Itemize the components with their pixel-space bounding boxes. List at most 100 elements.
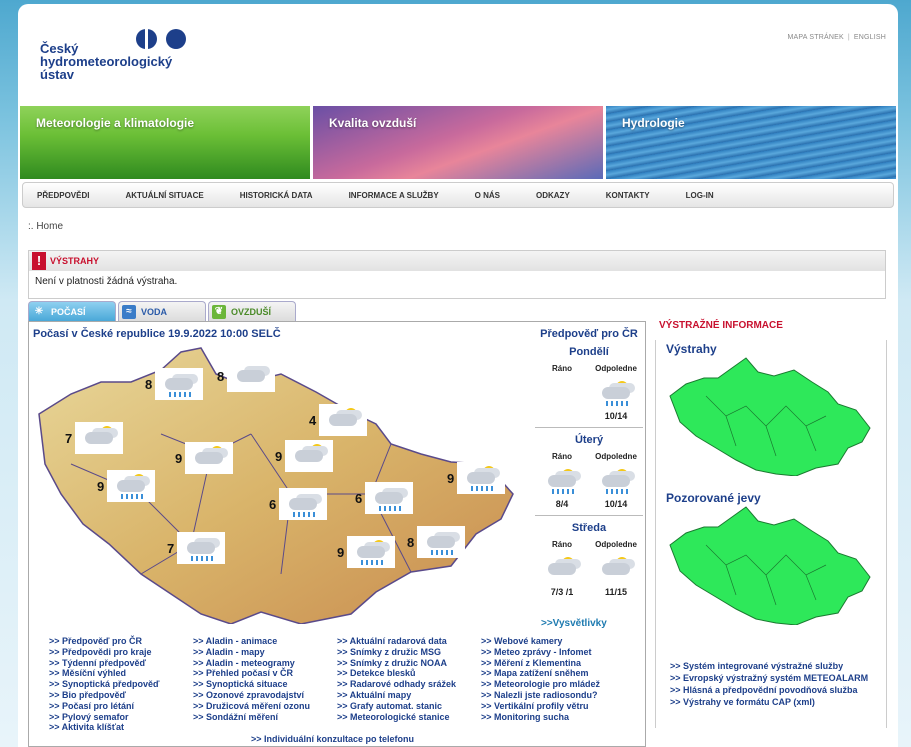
divider xyxy=(535,427,643,428)
map-city[interactable]: 7 xyxy=(65,422,124,454)
forecast-temp: 10/14 xyxy=(604,411,628,421)
banner-meteorologie[interactable]: Meteorologie a klimatologie xyxy=(20,106,310,179)
nav-item-historicka-data[interactable]: HISTORICKÁ DATA xyxy=(239,190,313,200)
forecast-afternoon[interactable]: Odpoledne 10/14 xyxy=(593,364,639,421)
link-item[interactable]: >> Snímky z družic NOAA xyxy=(337,657,448,668)
nav-item-o-nas[interactable]: O NÁS xyxy=(474,190,500,200)
nav-item-odkazy[interactable]: ODKAZY xyxy=(536,190,570,200)
forecast-col-label: Ráno xyxy=(552,452,572,461)
link-item[interactable]: >> Bio předpověď xyxy=(49,689,126,700)
link-item[interactable]: >> Předpovědi pro kraje xyxy=(49,646,152,657)
link-item[interactable]: >> Vertikální profily větru xyxy=(481,700,589,711)
map-city[interactable]: 9 xyxy=(275,440,334,472)
nav-item-predpovedi[interactable]: PŘEDPOVĚDI xyxy=(37,190,90,200)
nav-item-kontakty[interactable]: KONTAKTY xyxy=(605,190,650,200)
link-item[interactable]: >> Meteorologické stanice xyxy=(337,711,450,722)
link-item[interactable]: >> Aktuální mapy xyxy=(337,689,412,700)
english-link[interactable]: ENGLISH xyxy=(853,34,886,41)
tab-pocasi[interactable]: ✳ POČASÍ xyxy=(28,301,116,321)
forecast-morning: Ráno xyxy=(539,364,585,421)
link-item[interactable]: >> Družicová měření ozonu xyxy=(193,700,311,711)
sun-cloud-icon xyxy=(598,553,634,583)
cloud-rain-icon xyxy=(279,488,328,520)
forecast-afternoon[interactable]: Odpoledne 10/14 xyxy=(593,452,639,509)
link-item[interactable]: >> Meteorologie pro mládež xyxy=(481,679,601,690)
link-item[interactable]: >> Evropský výstražný systém METEOALARM xyxy=(670,673,869,683)
warnings-map[interactable] xyxy=(666,356,886,479)
forecast-afternoon[interactable]: Odpoledne 11/15 xyxy=(593,540,639,597)
forecast-col-label: Odpoledne xyxy=(595,364,637,373)
sun-cloud-rain-icon xyxy=(544,465,580,495)
link-item[interactable]: >> Radarové odhady srážek xyxy=(337,679,457,690)
map-city[interactable]: 8 xyxy=(145,368,204,400)
map-city[interactable]: 9 xyxy=(447,462,506,494)
map-city[interactable]: 6 xyxy=(269,488,328,520)
link-item[interactable]: >> Měření z Klementina xyxy=(481,657,582,668)
link-item[interactable]: >> Aladin - animace xyxy=(193,636,278,646)
city-temp: 6 xyxy=(269,496,277,512)
link-item[interactable]: >> Pylový semafor xyxy=(49,711,129,722)
link-item[interactable]: >> Aladin - mapy xyxy=(193,646,265,657)
forecast-morning[interactable]: Ráno 8/4 xyxy=(539,452,585,509)
link-item[interactable]: >> Nalezli jste radiosondu? xyxy=(481,689,598,700)
legend-link[interactable]: >>Vysvětlivky xyxy=(541,618,607,629)
tab-voda[interactable]: ≈ VODA xyxy=(118,301,206,321)
link-item[interactable]: >> Ozonové zpravodajství xyxy=(193,689,305,700)
link-item[interactable]: >> Meteo zprávy - Infomet xyxy=(481,646,592,657)
warnings-text: Není v platnosti žádná výstraha. xyxy=(35,276,178,287)
link-item[interactable]: >> Synoptická situace xyxy=(193,679,288,690)
link-item[interactable]: >> Hlásná a předpovědní povodňová služba xyxy=(670,685,858,695)
forecast-day: Ráno 7/3 /1 Odpoledne 11/15 xyxy=(535,540,643,597)
map-city[interactable]: 9 xyxy=(97,470,156,502)
city-temp: 8 xyxy=(407,534,415,550)
link-item[interactable]: >> Synoptická předpověď xyxy=(49,679,160,690)
city-temp: 7 xyxy=(65,430,73,446)
link-item[interactable]: >> Předpověď pro ČR xyxy=(49,636,142,646)
link-item[interactable]: >> Snímky z družic MSG xyxy=(337,646,442,657)
link-item[interactable]: >> Počasí pro létání xyxy=(49,700,135,711)
map-city[interactable]: 9 xyxy=(175,442,234,474)
sitemap-link[interactable]: MAPA STRÁNEK xyxy=(787,34,844,41)
link-item[interactable]: >> Sondážní měření xyxy=(193,711,279,722)
link-item[interactable]: >> Aktivita klíšťat xyxy=(49,722,125,733)
link-item[interactable]: >> Týdenní předpověď xyxy=(49,657,146,668)
cloud-rain-icon xyxy=(417,526,466,558)
link-item[interactable]: >> Aladin - meteogramy xyxy=(193,657,295,668)
czech-weather-map[interactable]: 8 8 4 7 9 9 9 9 6 6 7 9 8 xyxy=(31,344,531,625)
nav-item-log-in[interactable]: LOG-IN xyxy=(685,190,714,200)
link-item[interactable]: >> Grafy automat. stanic xyxy=(337,700,443,711)
link-item[interactable]: >> Výstrahy ve formátu CAP (xml) xyxy=(670,697,815,707)
sun-cloud-rain-icon xyxy=(598,377,634,407)
nav-item-informace-a-sluzby[interactable]: INFORMACE A SLUŽBY xyxy=(348,190,439,200)
map-city[interactable]: 9 xyxy=(337,536,396,568)
link-item[interactable]: >> Systém integrované výstražné služby xyxy=(670,661,844,671)
main-nav: PŘEDPOVĚDI AKTUÁLNÍ SITUACE HISTORICKÁ D… xyxy=(22,182,894,208)
map-city[interactable]: 8 xyxy=(217,360,276,392)
sun-cloud-icon xyxy=(319,404,368,436)
link-item[interactable]: >> Přehled počasí v ČR xyxy=(193,668,294,679)
chmi-logo[interactable]: Český hydrometeorologický ústav xyxy=(40,28,200,88)
section-banners: Meteorologie a klimatologie Kvalita ovzd… xyxy=(20,106,896,179)
nav-item-aktualni-situace[interactable]: AKTUÁLNÍ SITUACE xyxy=(125,190,204,200)
banner-kvalita-ovzdusi[interactable]: Kvalita ovzduší xyxy=(313,106,603,179)
link-item[interactable]: >> Monitoring sucha xyxy=(481,711,570,722)
link-item[interactable]: >> Mapa zatížení sněhem xyxy=(481,668,589,679)
link-item[interactable]: >> Detekce blesků xyxy=(337,668,416,679)
map-city[interactable]: 4 xyxy=(309,404,368,436)
banner-hydrologie[interactable]: Hydrologie xyxy=(606,106,896,179)
consultation-link[interactable]: >> Individuální konzultace po telefonu xyxy=(251,734,415,744)
map-city[interactable]: 8 xyxy=(407,526,466,558)
cloud-icon xyxy=(227,360,276,392)
link-item[interactable]: >> Měsíční výhled xyxy=(49,668,127,679)
logo-text: Český hydrometeorologický ústav xyxy=(40,41,173,82)
breadcrumb[interactable]: :. Home xyxy=(28,221,64,232)
link-item[interactable]: >> Aktuální radarová data xyxy=(337,636,447,646)
cloud-rain-icon xyxy=(177,532,226,564)
forecast-morning[interactable]: Ráno 7/3 /1 xyxy=(539,540,585,597)
observed-map[interactable] xyxy=(666,505,886,628)
link-item[interactable]: >> Webové kamery xyxy=(481,636,563,646)
map-city[interactable]: 6 xyxy=(355,482,414,514)
map-city[interactable]: 7 xyxy=(167,532,226,564)
sun-cloud-icon xyxy=(347,536,396,568)
tab-ovzdusi[interactable]: ❦ OVZDUŠÍ xyxy=(208,301,296,321)
